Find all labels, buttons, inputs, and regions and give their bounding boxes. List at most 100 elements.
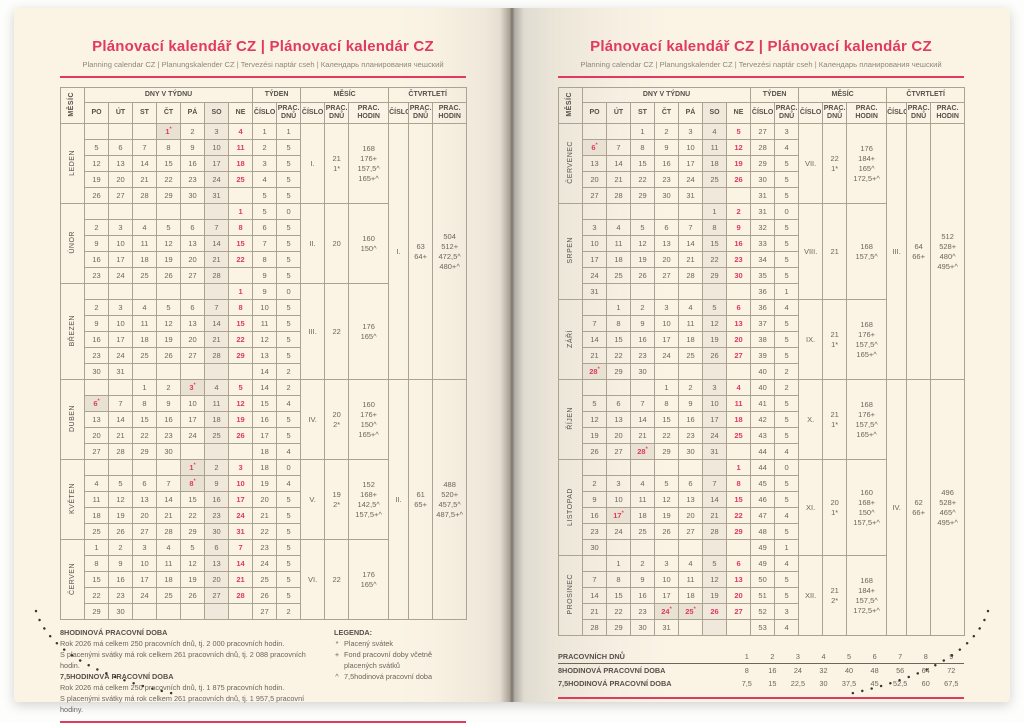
month-number: VIII. bbox=[798, 203, 824, 300]
week-number: 49 bbox=[750, 555, 776, 572]
day-cell: 4 bbox=[132, 219, 157, 236]
week-workdays: 2 bbox=[276, 603, 302, 620]
day-header: SO bbox=[204, 102, 229, 124]
day-cell: 19 bbox=[180, 571, 205, 588]
day-cell: 3* bbox=[180, 379, 205, 396]
day-cell: 20 bbox=[654, 251, 679, 268]
week-workdays: 4 bbox=[276, 395, 302, 412]
week-workdays: 5 bbox=[774, 155, 800, 172]
day-header: PO bbox=[84, 102, 109, 124]
day-cell bbox=[654, 459, 679, 476]
day-cell: 30 bbox=[204, 523, 229, 540]
week-number: 24 bbox=[252, 555, 278, 572]
day-cell: 31 bbox=[678, 187, 703, 204]
day-cell: 19 bbox=[630, 251, 655, 268]
day-cell bbox=[725, 443, 752, 460]
week-workdays: 5 bbox=[774, 347, 800, 364]
month-name: KVĚTEN bbox=[60, 459, 85, 540]
week-workdays: 5 bbox=[774, 587, 800, 604]
month-number-line: VIII. bbox=[803, 246, 818, 256]
day-cell: 27 bbox=[654, 267, 679, 284]
day-cell: 6 bbox=[678, 475, 703, 492]
week-row: 11 12 13 14 15 16 17 20 5 bbox=[61, 491, 467, 508]
day-cell: 21 bbox=[108, 427, 133, 444]
quarter-workhours-line: 487,5+^ bbox=[436, 509, 463, 519]
day-cell: 24 bbox=[678, 171, 703, 188]
week-workdays: 5 bbox=[276, 331, 302, 348]
day-cell: 20 bbox=[180, 331, 205, 348]
day-cell: 23 bbox=[108, 587, 133, 604]
month-number: VII. bbox=[798, 123, 824, 204]
week-number: 44 bbox=[750, 459, 776, 476]
day-cell bbox=[630, 283, 655, 300]
worktable-value: 8 bbox=[744, 666, 749, 675]
day-cell: 13 bbox=[606, 411, 631, 428]
day-cell: 25 bbox=[204, 427, 229, 444]
day-cell bbox=[204, 443, 229, 460]
month-name: ČERVENEC bbox=[558, 123, 583, 204]
quarter-workhours-line: 465^ bbox=[939, 507, 956, 517]
day-cell: 12 bbox=[582, 411, 607, 428]
week-number: 39 bbox=[750, 347, 776, 364]
page-title: Plánovací kalendář CZ | Plánovací kalend… bbox=[92, 38, 434, 55]
day-cell: 2 bbox=[156, 379, 181, 396]
day-cell: 3 bbox=[204, 123, 229, 140]
day-cell: 21 bbox=[702, 507, 727, 524]
week-workdays: 4 bbox=[774, 619, 800, 636]
month-workdays-line: 21 bbox=[830, 329, 839, 339]
week-number: 49 bbox=[750, 539, 776, 556]
week-workdays: 5 bbox=[276, 411, 302, 428]
week-workdays: 5 bbox=[774, 523, 800, 540]
calendar-first-half-slot: MĚSÍC DNY V TÝDNU TÝDEN MĚSÍC ČTVRTLETÍ PO ÚT S… bbox=[60, 87, 468, 620]
month-name-label: ČERVEN bbox=[69, 562, 76, 595]
day-cell bbox=[630, 539, 655, 556]
month-workhours-line: 172,5+^ bbox=[853, 173, 880, 183]
day-cell: 18 bbox=[678, 331, 703, 348]
day-cell: 18 bbox=[725, 411, 752, 428]
worktable-value: 22,5 bbox=[790, 679, 805, 688]
day-cell: 25 bbox=[156, 587, 181, 604]
worktable-value: 5 bbox=[847, 652, 852, 661]
week-number: 40 bbox=[750, 379, 776, 396]
week-workdays: 5 bbox=[276, 491, 302, 508]
day-cell bbox=[725, 619, 752, 636]
day-cell: 22 bbox=[156, 171, 181, 188]
legend: LEGENDA: * Placený svátek + Fond pracovn… bbox=[334, 628, 466, 716]
day-cell: 4 bbox=[678, 555, 703, 572]
day-cell: 31 bbox=[204, 187, 229, 204]
legend-symbol-star: * bbox=[335, 638, 339, 648]
day-header: NE bbox=[227, 102, 254, 124]
day-cell: 22 bbox=[702, 251, 727, 268]
day-cell bbox=[132, 363, 157, 380]
week-number: 46 bbox=[750, 491, 776, 508]
day-cell: 22 bbox=[227, 251, 254, 268]
worktable-value: 45 bbox=[870, 679, 879, 688]
day-cell: 28* bbox=[582, 363, 607, 380]
day-cell: 5 bbox=[582, 395, 607, 412]
day-cell: 9 bbox=[725, 219, 752, 236]
worktime-75h-line1: Rok 2026 má celkem 250 pracovních dnů, t… bbox=[60, 682, 285, 692]
month-name: PROSINEC bbox=[558, 555, 583, 636]
month-workhours-line: 150^ bbox=[360, 419, 377, 429]
week-number-header: ČÍSLO bbox=[750, 102, 776, 124]
week-workdays: 5 bbox=[774, 315, 800, 332]
day-cell: 5 bbox=[84, 139, 109, 156]
week-number: 18 bbox=[252, 459, 278, 476]
month-workdays: 21 1* bbox=[822, 299, 848, 380]
day-cell: 20 bbox=[678, 507, 703, 524]
week-number: 6 bbox=[252, 219, 278, 236]
worktable-value: 52,5 bbox=[893, 679, 908, 688]
day-cell: 8 bbox=[606, 315, 631, 332]
day-cell: 4 bbox=[606, 219, 631, 236]
day-cell: 23 bbox=[156, 427, 181, 444]
week-workdays: 5 bbox=[774, 267, 800, 284]
day-cell: 21 bbox=[630, 427, 655, 444]
day-cell: 8 bbox=[132, 395, 157, 412]
day-cell: 26 bbox=[582, 443, 607, 460]
quarter-workhours: 488 520+ 457,5^ 487,5+^ bbox=[432, 379, 468, 620]
day-cell: 8* bbox=[180, 475, 205, 492]
day-cell: 1 bbox=[227, 203, 254, 220]
week-workdays: 0 bbox=[276, 283, 302, 300]
day-cell: 20 bbox=[725, 587, 752, 604]
day-cell: 7 bbox=[204, 299, 229, 316]
